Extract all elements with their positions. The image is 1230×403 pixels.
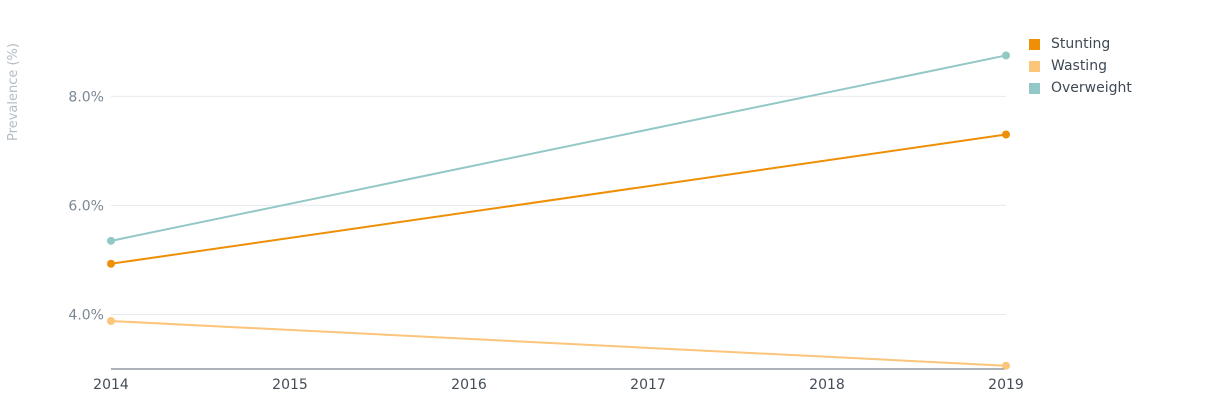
legend-label-stunting: Stunting bbox=[1051, 36, 1111, 52]
series-line-stunting bbox=[110, 133, 1007, 265]
data-point-stunting[interactable] bbox=[1002, 130, 1010, 139]
y-axis-tick-labels: 4.0% 6.0% 8.0% bbox=[68, 89, 104, 323]
data-point-wasting[interactable] bbox=[1002, 361, 1010, 370]
legend-swatch-overweight bbox=[1029, 82, 1040, 94]
series-overweight bbox=[107, 51, 1010, 245]
x-tick-label: 2017 bbox=[630, 377, 666, 393]
series-line-wasting bbox=[110, 320, 1007, 367]
series-wasting bbox=[107, 317, 1010, 370]
legend-swatch-stunting bbox=[1029, 38, 1040, 50]
data-point-stunting[interactable] bbox=[107, 259, 115, 268]
gridlines bbox=[111, 95, 1006, 315]
x-tick-label: 2018 bbox=[809, 377, 845, 393]
legend: Stunting Wasting Overweight bbox=[1029, 33, 1132, 99]
legend-item-wasting[interactable]: Wasting bbox=[1029, 55, 1132, 77]
legend-label-overweight: Overweight bbox=[1051, 80, 1132, 96]
data-point-wasting[interactable] bbox=[107, 317, 115, 326]
data-point-overweight[interactable] bbox=[107, 236, 115, 245]
x-axis-tick-labels: 2014 2015 2016 2017 2018 2019 bbox=[93, 377, 1024, 393]
y-tick-label: 4.0% bbox=[68, 307, 104, 323]
series-stunting bbox=[107, 130, 1010, 268]
legend-swatch-wasting bbox=[1029, 60, 1040, 72]
x-tick-label: 2016 bbox=[451, 377, 487, 393]
y-tick-label: 6.0% bbox=[68, 198, 104, 214]
x-tick-label: 2014 bbox=[93, 377, 129, 393]
x-tick-label: 2015 bbox=[272, 377, 308, 393]
x-tick-label: 2019 bbox=[988, 377, 1024, 393]
y-axis-title: Prevalence (%) bbox=[6, 43, 21, 141]
series-line-overweight bbox=[110, 54, 1007, 242]
y-tick-label: 8.0% bbox=[68, 89, 104, 105]
data-point-overweight[interactable] bbox=[1002, 51, 1010, 60]
legend-label-wasting: Wasting bbox=[1051, 58, 1107, 74]
legend-item-stunting[interactable]: Stunting bbox=[1029, 33, 1132, 55]
legend-item-overweight[interactable]: Overweight bbox=[1029, 77, 1132, 99]
series-lines bbox=[107, 51, 1010, 370]
